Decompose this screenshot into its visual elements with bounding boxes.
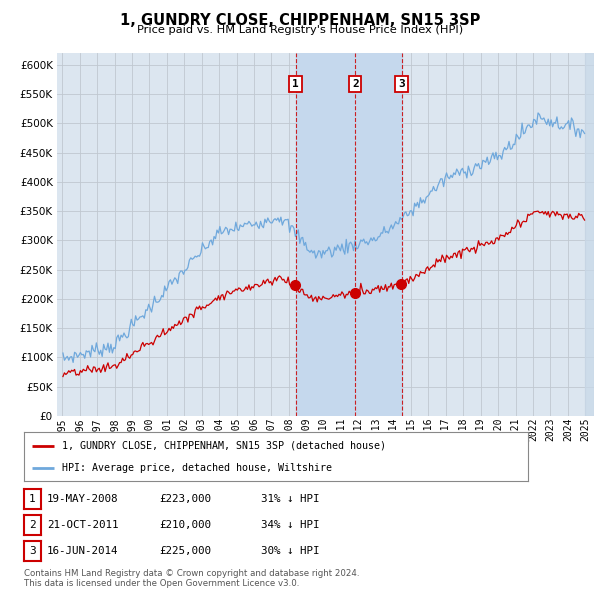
Text: £225,000: £225,000 [159,546,211,556]
Text: 1: 1 [292,79,299,89]
Text: 19-MAY-2008: 19-MAY-2008 [47,494,118,504]
Text: £210,000: £210,000 [159,520,211,530]
Bar [296,53,401,416]
Text: 30% ↓ HPI: 30% ↓ HPI [261,546,320,556]
Text: Price paid vs. HM Land Registry's House Price Index (HPI): Price paid vs. HM Land Registry's House … [137,25,463,35]
Text: 1, GUNDRY CLOSE, CHIPPENHAM, SN15 3SP: 1, GUNDRY CLOSE, CHIPPENHAM, SN15 3SP [120,13,480,28]
Text: 1, GUNDRY CLOSE, CHIPPENHAM, SN15 3SP (detached house): 1, GUNDRY CLOSE, CHIPPENHAM, SN15 3SP (d… [62,441,386,451]
Text: 3: 3 [398,79,405,89]
Text: 2: 2 [352,79,359,89]
Text: £223,000: £223,000 [159,494,211,504]
Text: 16-JUN-2014: 16-JUN-2014 [47,546,118,556]
Text: 1: 1 [29,494,36,504]
Text: 2: 2 [29,520,36,530]
Text: 21-OCT-2011: 21-OCT-2011 [47,520,118,530]
Text: Contains HM Land Registry data © Crown copyright and database right 2024.
This d: Contains HM Land Registry data © Crown c… [24,569,359,588]
Text: 3: 3 [29,546,36,556]
Bar [585,53,594,416]
Text: 31% ↓ HPI: 31% ↓ HPI [261,494,320,504]
Text: HPI: Average price, detached house, Wiltshire: HPI: Average price, detached house, Wilt… [62,463,332,473]
Text: 34% ↓ HPI: 34% ↓ HPI [261,520,320,530]
